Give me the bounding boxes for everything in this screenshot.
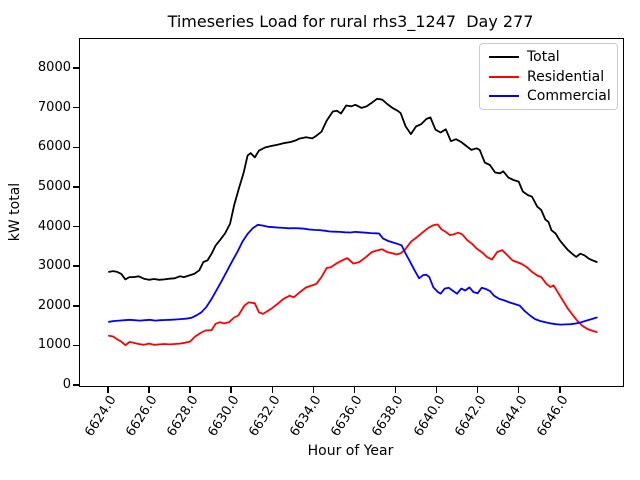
x-tick-mark [559, 386, 561, 393]
legend-item-label: Commercial [527, 88, 611, 105]
y-tick-mark [73, 384, 79, 386]
x-axis-label: Hour of Year [307, 443, 394, 459]
y-tick-label: 5000 [37, 178, 71, 194]
y-tick-label: 7000 [37, 99, 71, 115]
x-tick-mark [271, 386, 273, 393]
x-tick-mark [517, 386, 520, 393]
y-tick-label: 4000 [37, 218, 71, 234]
y-tick-mark [73, 305, 79, 307]
plot-svg [108, 97, 598, 347]
y-tick-mark [73, 265, 79, 267]
y-tick-label: 8000 [37, 60, 71, 76]
x-tick-mark [148, 386, 150, 393]
y-tick-mark [73, 344, 79, 347]
series-line-total [108, 97, 598, 281]
x-tick-mark [189, 386, 191, 393]
legend-line-sample-residential [489, 75, 519, 78]
y-tick-label: 6000 [37, 139, 71, 155]
series-line-commercial [108, 223, 598, 326]
y-tick-mark [73, 106, 79, 109]
legend-item-total: Total [480, 47, 617, 67]
x-tick-mark [353, 386, 356, 393]
y-tick-label: 2000 [37, 297, 71, 313]
y-axis-label: kW total [7, 182, 23, 242]
y-tick-label: 0 [62, 377, 71, 392]
legend-item-residential: Residential [480, 67, 617, 87]
legend-item-label: Total [527, 48, 560, 65]
y-tick-mark [73, 225, 79, 228]
y-tick-label: 3000 [37, 258, 71, 274]
legend-line-sample-total [489, 55, 519, 58]
y-tick-mark [73, 186, 79, 188]
y-tick-mark [73, 146, 79, 149]
legend-item-commercial: Commercial [480, 86, 617, 106]
legend-line-sample-commercial [489, 95, 519, 98]
x-tick-mark [312, 386, 315, 393]
x-tick-mark [394, 386, 397, 393]
legend-item-label: Residential [527, 68, 605, 85]
y-tick-mark [73, 67, 79, 69]
x-tick-mark [435, 386, 438, 393]
series-line-residential [108, 223, 598, 347]
legend: Total Residential Commercial [479, 43, 618, 110]
x-tick-mark [107, 386, 109, 393]
x-tick-mark [476, 386, 479, 393]
chart-title: Timeseries Load for rural rhs3_1247 Day … [167, 12, 534, 31]
y-tick-label: 1000 [37, 337, 71, 353]
x-tick-mark [230, 386, 232, 393]
